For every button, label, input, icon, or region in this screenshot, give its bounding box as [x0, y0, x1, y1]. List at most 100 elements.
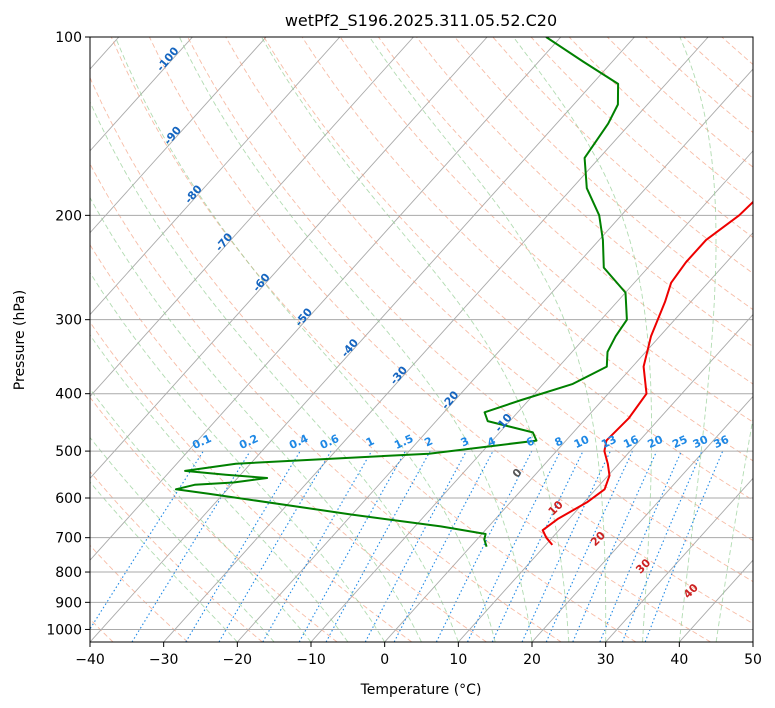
mixing-ratio-label: 8 — [553, 434, 565, 449]
dry-adiabat-line — [683, 37, 753, 99]
dry-adiabat-label: -80 — [182, 182, 205, 206]
y-tick-label: 200 — [55, 208, 82, 224]
y-tick-label: 900 — [55, 595, 82, 611]
isotherm-line — [236, 68, 753, 642]
y-tick-label: 100 — [55, 30, 82, 46]
dry-adiabat-label: -100 — [154, 44, 182, 74]
x-tick-label: 10 — [449, 652, 467, 668]
x-tick-label: 30 — [597, 652, 615, 668]
mixing-ratio-label: 10 — [572, 433, 592, 451]
dewpoint-profile-line — [174, 37, 628, 548]
mixing-ratio-line — [467, 450, 561, 642]
x-tick-label: −30 — [149, 652, 179, 668]
isotherm-line — [310, 150, 753, 642]
isotherm-line — [90, 37, 562, 561]
y-tick-label: 1000 — [46, 622, 82, 638]
isotherm-line — [90, 37, 488, 479]
x-tick-label: 50 — [744, 652, 762, 668]
isotherm-line — [531, 395, 753, 642]
mixing-ratio-line — [131, 450, 251, 642]
mixing-ratio-line — [325, 450, 431, 642]
isotherm-line — [163, 37, 709, 642]
dry-adiabat-label: -70 — [213, 230, 236, 254]
background-lines — [90, 37, 775, 642]
moist-adiabat-label: 20 — [588, 529, 608, 549]
mixing-ratio-label: 13 — [599, 433, 618, 451]
moist-adiabat-line — [715, 416, 753, 642]
moist-adiabat-label: 0 — [510, 466, 525, 481]
temperature-profile-line — [541, 200, 753, 546]
mixing-ratio-label: 1.5 — [392, 432, 415, 452]
mixing-ratio-label: 36 — [712, 433, 732, 451]
dry-adiabat-label: -30 — [387, 363, 410, 387]
mixing-ratio-label: 30 — [691, 433, 711, 451]
dry-adiabat-label: -50 — [292, 305, 315, 329]
x-tick-label: −20 — [223, 652, 253, 668]
mixing-ratio-label: 0.2 — [237, 432, 260, 452]
dry-adiabat-label: -40 — [338, 336, 361, 360]
moist-adiabat-line — [261, 37, 570, 642]
dry-adiabat-line — [148, 37, 753, 625]
mixing-ratio-line — [364, 450, 467, 642]
y-tick-label: 500 — [55, 444, 82, 460]
dry-adiabat-line — [416, 37, 753, 348]
dry-adiabat-line — [90, 470, 263, 642]
moist-adiabat-label: 30 — [633, 556, 653, 576]
dry-adiabat-line — [454, 37, 753, 311]
isotherm-line — [90, 37, 267, 234]
moist-adiabat-line — [90, 481, 238, 642]
x-tick-label: 40 — [670, 652, 688, 668]
dry-adiabat-line — [263, 37, 753, 501]
mixing-ratio-label: 1 — [364, 434, 376, 449]
moist-adiabat-line — [90, 388, 312, 642]
chart-title: wetPf2_S196.2025.311.05.52.C20 — [285, 11, 557, 31]
dry-adiabat-line — [90, 544, 188, 642]
x-tick-label: −10 — [296, 652, 326, 668]
isotherm-line — [457, 313, 753, 642]
mixing-ratio-line — [545, 450, 633, 642]
mixing-ratio-line — [393, 450, 494, 642]
dry-adiabat-label: -20 — [439, 388, 462, 412]
dry-adiabat-line — [90, 243, 487, 642]
moist-adiabat-line — [752, 639, 753, 642]
isotherm-line — [384, 232, 753, 642]
mixing-ratio-label: 20 — [646, 433, 666, 451]
mixing-ratio-label: 0.1 — [190, 432, 213, 452]
mixing-ratio-line — [435, 450, 533, 642]
moist-adiabat-line — [178, 37, 533, 642]
mixing-ratio-line — [599, 450, 682, 642]
mixing-ratio-line — [262, 450, 373, 642]
line-labels: 0.1 0.2 0.4 0.6 1 1.5 2 3 4 6 8 10 13 16 20 25 30 36-100-… — [154, 44, 731, 601]
mixing-ratio-line — [572, 450, 658, 642]
dry-adiabat-line — [339, 37, 753, 423]
dry-adiabat-line — [90, 162, 562, 642]
mixing-ratio-line — [298, 450, 406, 642]
moist-adiabat-line — [90, 334, 349, 642]
dry-adiabat-line — [760, 37, 775, 642]
x-tick-label: −40 — [75, 652, 105, 668]
dry-adiabat-line — [225, 37, 753, 542]
dry-adiabat-label: -60 — [250, 271, 273, 295]
dry-adiabat-line — [606, 37, 753, 168]
x-tick-label: 0 — [380, 652, 389, 668]
moist-adiabat-line — [513, 37, 653, 642]
mixing-ratio-label: 3 — [459, 434, 471, 449]
isotherm-line — [678, 559, 753, 642]
mixing-ratio-line — [491, 450, 584, 642]
dry-adiabat-label: -90 — [161, 124, 184, 148]
moist-adiabat-line — [678, 37, 717, 642]
dry-adiabat-line — [645, 37, 753, 134]
isotherm-line — [752, 641, 753, 642]
series-layer — [174, 37, 753, 548]
x-axis-title: Temperature (°C) — [360, 682, 482, 698]
x-axis-ticks: −40 −30 −20 −10 0 10 20 30 40 50 — [75, 642, 762, 668]
isotherm-line — [605, 477, 753, 642]
mixing-ratio-label: 2 — [422, 434, 434, 449]
y-tick-label: 800 — [55, 565, 82, 581]
moist-adiabat-line — [90, 196, 422, 642]
mixing-ratio-line — [90, 450, 204, 630]
y-tick-label: 600 — [55, 491, 82, 507]
mixing-ratio-line — [185, 450, 301, 642]
isobar-grid — [90, 37, 753, 630]
